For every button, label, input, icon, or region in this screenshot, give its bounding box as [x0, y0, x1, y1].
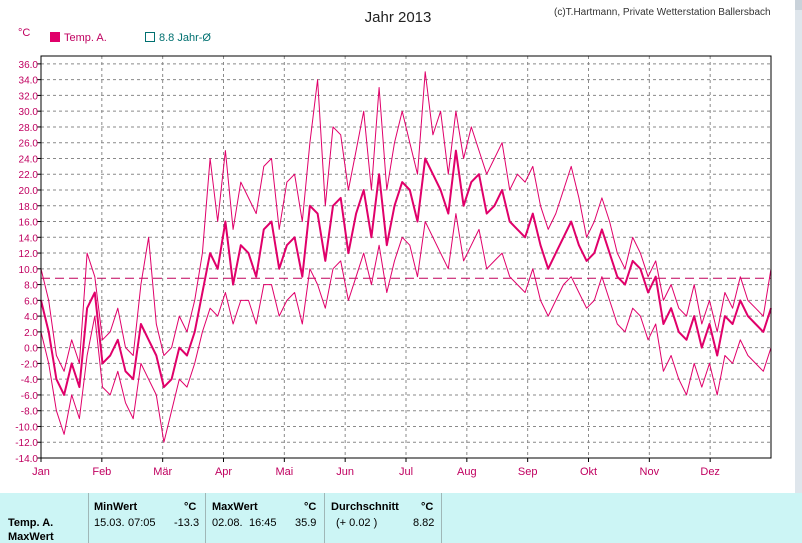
- x-tick-label-month: Nov: [640, 466, 660, 478]
- max-value: 35.9: [295, 517, 317, 529]
- x-tick-label-month: Mär: [153, 466, 172, 478]
- legend-label-avg: 8.8 Jahr-Ø: [159, 32, 211, 44]
- x-tick-label-month: Aug: [457, 466, 477, 478]
- y-tick-label: 26.0: [19, 139, 39, 150]
- y-axis-unit: °C: [18, 27, 30, 39]
- y-tick-label: -8.0: [21, 407, 39, 418]
- series-group: [40, 71, 772, 443]
- x-tick-label-month: Apr: [215, 466, 232, 478]
- legend-swatch-avg: [145, 32, 155, 42]
- series-line-max: [40, 71, 772, 372]
- y-tick-label: 18.0: [19, 202, 39, 213]
- scrollbar-thumb[interactable]: [795, 0, 802, 10]
- y-tick-label: -2.0: [21, 359, 39, 370]
- min-date: 15.03.: [94, 517, 125, 529]
- chart-credit: (c)T.Hartmann, Private Wetterstation Bal…: [554, 7, 771, 18]
- stats-divider: [324, 493, 325, 543]
- series-line-mean: [40, 149, 772, 396]
- y-tick-label: 36.0: [19, 60, 39, 71]
- y-tick-label: 22.0: [19, 170, 39, 181]
- y-tick-label: -4.0: [21, 375, 39, 386]
- y-tick-label: 6.0: [24, 296, 38, 307]
- y-tick-label: 10.0: [19, 265, 39, 276]
- y-tick-label: 32.0: [19, 91, 39, 102]
- row-label-temp: Temp. A.: [8, 517, 54, 529]
- y-tick-label: -6.0: [21, 391, 39, 402]
- series-line-min: [40, 213, 772, 443]
- header-minwert: MinWert: [94, 501, 138, 513]
- y-tick-label: -10.0: [15, 422, 38, 433]
- y-tick-label: 28.0: [19, 123, 39, 134]
- x-tick-label-month: Jul: [399, 466, 413, 478]
- header-min-unit: °C: [184, 501, 197, 513]
- y-tick-label: -14.0: [15, 454, 38, 465]
- legend-label-temp: Temp. A.: [64, 32, 107, 44]
- avg-delta: (+ 0.02 ): [336, 517, 378, 529]
- header-avg-unit: °C: [421, 501, 434, 513]
- min-time: 07:05: [128, 517, 156, 529]
- x-tick-label-month: Sep: [518, 466, 538, 478]
- y-tick-label: 16.0: [19, 218, 39, 229]
- chart-title: Jahr 2013: [365, 9, 432, 26]
- y-tick-label: 4.0: [24, 312, 38, 323]
- max-time: 16:45: [249, 517, 277, 529]
- scrollbar-track[interactable]: [795, 0, 802, 493]
- stats-divider: [441, 493, 442, 543]
- header-max-unit: °C: [304, 501, 317, 513]
- min-value: -13.3: [174, 517, 200, 529]
- row-label-maxwert: MaxWert: [8, 531, 54, 543]
- stats-divider: [205, 493, 206, 543]
- x-tick-label-month: Jun: [336, 466, 354, 478]
- y-tick-label: 12.0: [19, 249, 39, 260]
- y-tick-label: -12.0: [15, 438, 38, 449]
- y-axis-ticks: 36.0 34.0 32.0 30.0 28.0 26.0 24.0 22.0 20.0 18.0…: [15, 60, 41, 465]
- y-tick-label: 20.0: [19, 186, 39, 197]
- y-tick-label: 34.0: [19, 76, 39, 87]
- y-tick-label: 14.0: [19, 233, 39, 244]
- x-tick-label-month: Feb: [92, 466, 111, 478]
- y-tick-label: 0.0: [24, 344, 38, 355]
- header-maxwert: MaxWert: [212, 501, 258, 513]
- legend-swatch-temp: [50, 32, 60, 42]
- y-tick-label: 2.0: [24, 328, 38, 339]
- x-axis-months: Jan Feb Mär Apr Mai Jun Jul Aug Sep Okt Nov Dez: [32, 458, 720, 478]
- x-tick-label-month: Dez: [700, 466, 720, 478]
- header-durchschnitt: Durchschnitt: [331, 501, 399, 513]
- chart-background: [0, 0, 802, 493]
- x-tick-label-month: Jan: [32, 466, 50, 478]
- x-tick-label-month: Okt: [580, 466, 597, 478]
- y-tick-label: 30.0: [19, 107, 39, 118]
- temperature-chart: Jahr 2013 (c)T.Hartmann, Private Wetters…: [0, 0, 802, 493]
- plot-frame: [40, 55, 772, 459]
- x-tick-label-month: Mai: [275, 466, 293, 478]
- y-tick-label: 24.0: [19, 154, 39, 165]
- avg-value: 8.82: [413, 517, 435, 529]
- stats-divider: [88, 493, 89, 543]
- stats-panel: MinWert °C MaxWert °C Durchschnitt °C Te…: [0, 493, 802, 543]
- max-date: 02.08.: [212, 517, 243, 529]
- y-tick-label: 8.0: [24, 281, 38, 292]
